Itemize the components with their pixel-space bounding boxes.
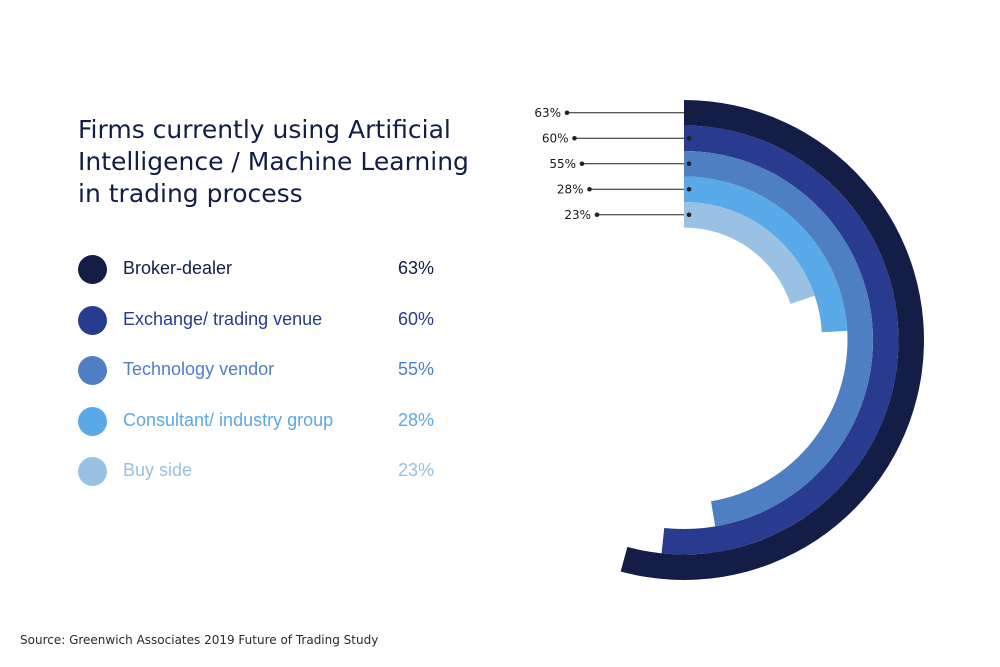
callout-value-label: 60% [542, 131, 569, 145]
legend: Broker-dealer 63% Exchange/ trading venu… [78, 252, 458, 505]
arc-consultant-industry-group [684, 176, 848, 333]
callout-dot [587, 186, 592, 192]
legend-swatch [78, 406, 107, 436]
chart-title-line-3: in trading process [78, 179, 303, 208]
legend-item-technology-vendor: Technology vendor 55% [78, 353, 458, 404]
chart-arcs [620, 100, 925, 580]
legend-label: Buy side [123, 460, 193, 480]
chart-title-line-1: Firms currently using Artificial [78, 115, 451, 144]
radial-bar-chart: 63% 60% 55% 28% 23% [534, 100, 925, 580]
legend-item-broker-dealer: Broker-dealer 63% [78, 252, 458, 303]
callout-value-label: 63% [534, 106, 561, 120]
legend-label: Exchange/ trading venue [123, 308, 323, 329]
legend-label: Broker-dealer [123, 258, 233, 278]
callout-dot [594, 212, 600, 218]
legend-value: 28% [398, 409, 435, 430]
legend-swatch [78, 305, 107, 335]
legend-value: 60% [398, 308, 435, 329]
legend-item-buy-side: Buy side 23% [78, 454, 458, 505]
legend-value: 63% [398, 258, 435, 278]
legend-swatch [78, 255, 107, 284]
callout-dot [564, 110, 570, 116]
callout-end-dot [686, 212, 692, 218]
legend-swatch [78, 356, 107, 385]
callout-value-label: 23% [564, 208, 591, 222]
callout-value-label: 28% [557, 182, 584, 196]
legend-item-exchange: Exchange/ trading venue 60% [78, 303, 458, 354]
legend-item-consultant: Consultant/ industry group 28% [78, 404, 458, 455]
chart-title-line-2: Intelligence / Machine Learning [78, 147, 469, 176]
legend-value: 55% [398, 359, 435, 379]
arc-buy-side [684, 202, 815, 304]
legend-label: Consultant/ industry group [123, 409, 334, 430]
legend-value: 23% [398, 460, 435, 480]
legend-label: Technology vendor [123, 359, 275, 379]
source-note: Source: Greenwich Associates 2019 Future… [20, 633, 379, 647]
legend-swatch [78, 457, 107, 486]
arc-technology-vendor [684, 151, 873, 527]
chart-title: Firms currently using Artificial Intelli… [78, 114, 518, 210]
callout-end-dot [686, 135, 692, 141]
chart-callouts: 63% 60% 55% 28% 23% [534, 106, 692, 222]
callout-end-dot [686, 186, 692, 192]
callout-end-dot [686, 161, 692, 167]
callout-end-dot [686, 110, 692, 116]
callout-dot [572, 135, 577, 141]
callout-dot [579, 161, 585, 167]
callout-value-label: 55% [549, 157, 576, 171]
